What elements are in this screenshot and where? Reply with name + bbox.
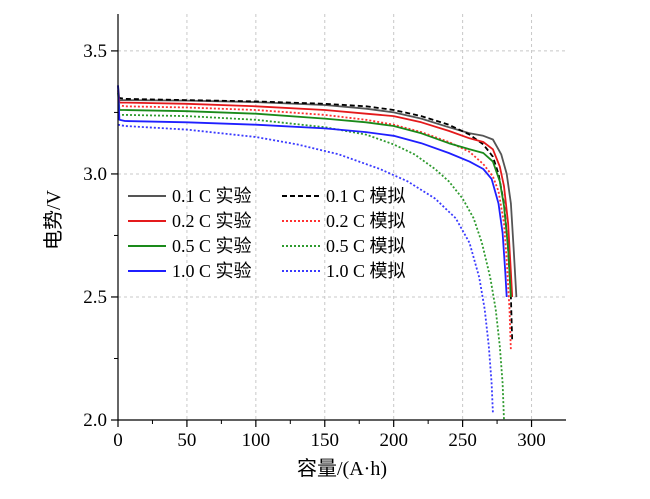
y-tick-label: 2.5 bbox=[83, 287, 107, 308]
y-tick-label: 2.0 bbox=[83, 410, 107, 431]
legend-label: 0.1 C 模拟 bbox=[326, 186, 406, 206]
legend-label: 1.0 C 实验 bbox=[172, 261, 252, 281]
legend-label: 0.2 C 模拟 bbox=[326, 211, 406, 231]
legend: 0.1 C 实验 0.1 C 模拟 0.2 C 实验 0.2 C 模拟 0.5 C 实验… bbox=[128, 186, 406, 281]
y-axis-title: 电势/V bbox=[42, 189, 65, 250]
series-lines bbox=[117, 85, 518, 421]
legend-label: 0.5 C 实验 bbox=[172, 236, 252, 256]
y-tick-label: 3.0 bbox=[83, 164, 107, 185]
x-tick-label: 0 bbox=[113, 430, 123, 451]
x-tick-label: 300 bbox=[517, 430, 546, 451]
series-line-3 bbox=[117, 90, 514, 298]
series-line-7 bbox=[117, 85, 508, 298]
series-line-5 bbox=[117, 92, 512, 298]
x-tick-label: 50 bbox=[177, 430, 196, 451]
x-tick-label: 100 bbox=[242, 430, 271, 451]
grid bbox=[118, 14, 566, 420]
legend-label: 0.2 C 实验 bbox=[172, 211, 252, 231]
series-line-4 bbox=[117, 104, 512, 352]
y-tick-label: 3.5 bbox=[83, 41, 107, 62]
x-tick-label: 150 bbox=[311, 430, 340, 451]
legend-label: 1.0 C 模拟 bbox=[326, 261, 406, 281]
legend-label: 0.5 C 模拟 bbox=[326, 236, 406, 256]
axes: 0 50 100 150 200 250 300 2.0 2.5 3.0 3.5 bbox=[83, 14, 566, 451]
series-line-6 bbox=[118, 114, 505, 421]
series-line-8 bbox=[117, 123, 494, 413]
x-tick-label: 200 bbox=[379, 430, 408, 451]
x-axis-title: 容量/(A·h) bbox=[297, 457, 387, 480]
legend-label: 0.1 C 实验 bbox=[172, 186, 252, 206]
x-tick-label: 250 bbox=[448, 430, 477, 451]
